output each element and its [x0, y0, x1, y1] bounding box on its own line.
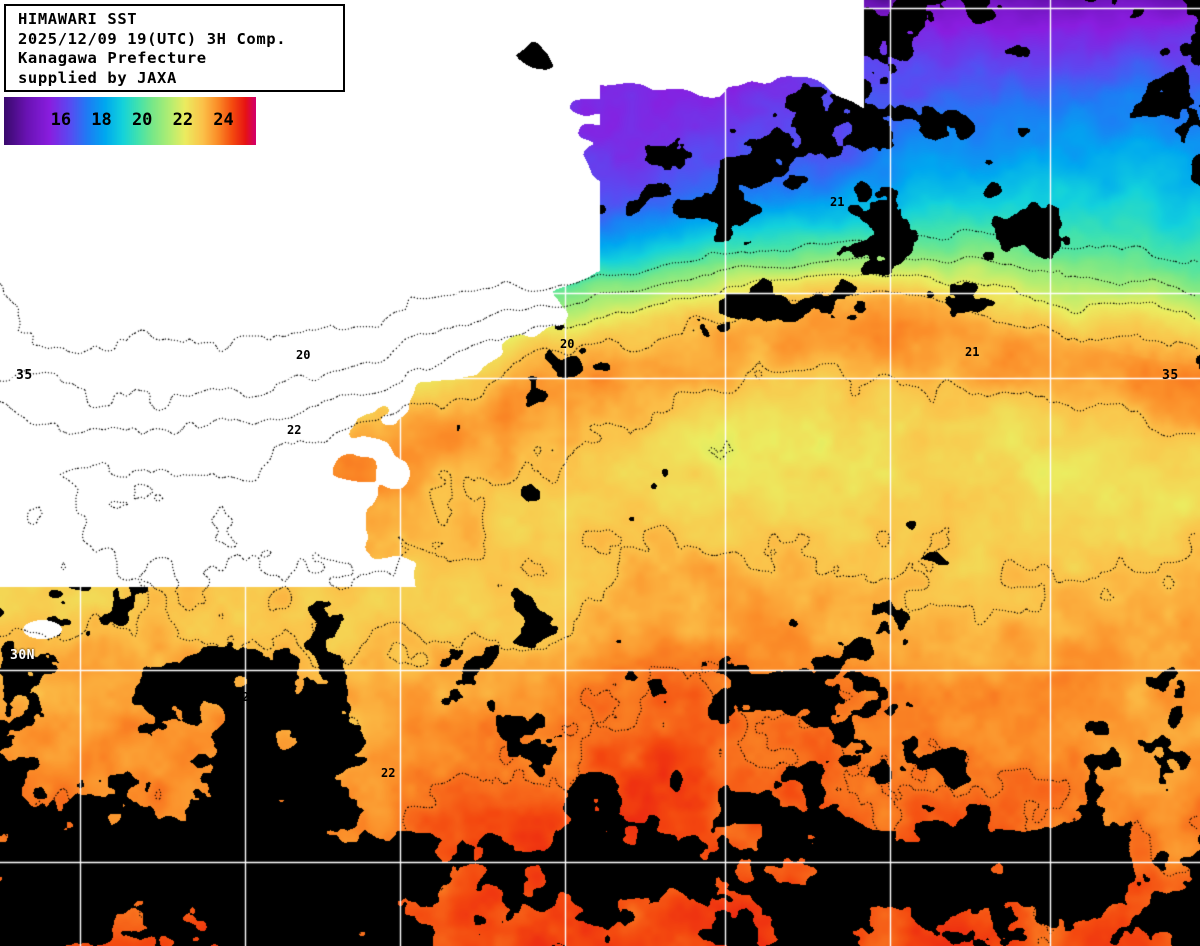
colorbar-tick-labels: 16 18 20 22 24 — [4, 97, 256, 145]
colorbar-tick-16: 16 — [50, 110, 72, 130]
contour-label-21: 21 — [830, 195, 845, 209]
legend-title: HIMAWARI SST — [18, 10, 138, 28]
contour-label-24: 24 — [836, 931, 851, 945]
legend-info-box: HIMAWARI SST 2025/12/09 19(UTC) 3H Comp.… — [4, 4, 345, 92]
colorbar-gradient — [4, 97, 256, 145]
contour-label-23: 23 — [315, 866, 330, 880]
colorbar-tick-22: 22 — [172, 110, 194, 130]
contour-label-22: 22 — [242, 690, 257, 704]
legend-source: supplied by JAXA — [18, 68, 177, 87]
colorbar-tick-24: 24 — [213, 110, 234, 130]
contour-label-20: 20 — [296, 348, 311, 362]
contour-label-20: 20 — [560, 337, 575, 351]
contour-label-22: 22 — [287, 423, 302, 437]
latitude-label-30n: 30N — [10, 648, 35, 663]
colorbar-tick-18: 18 — [91, 110, 112, 130]
contour-label-22: 22 — [381, 766, 396, 780]
contour-label-21: 21 — [965, 345, 980, 359]
legend-datetime: 2025/12/09 19(UTC) 3H Comp. — [18, 29, 287, 48]
colorbar-tick-20: 20 — [131, 110, 153, 130]
latitude-label-35: 35 — [1162, 368, 1179, 383]
sst-colorbar: 16 18 20 22 24 — [4, 97, 256, 145]
latitude-label-35: 35 — [16, 368, 33, 383]
legend-region: Kanagawa Prefecture — [18, 49, 207, 67]
